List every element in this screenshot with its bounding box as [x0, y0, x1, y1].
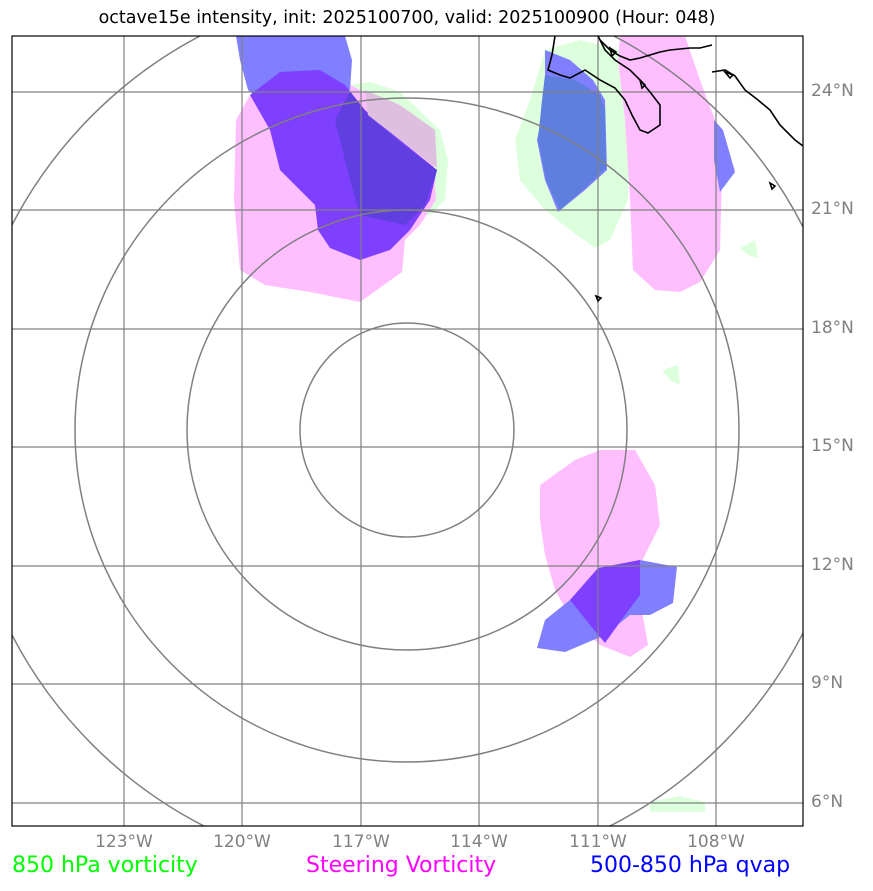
legend-qvap: 500-850 hPa qvap: [590, 853, 791, 878]
graticule: [12, 36, 803, 826]
lat-label-18n: 18°N: [811, 318, 854, 338]
legend-steering: Steering Vorticity: [306, 853, 497, 878]
lon-label-117w: 117°W: [332, 832, 390, 852]
lat-label-21n: 21°N: [811, 199, 854, 219]
lat-label-15n: 15°N: [811, 436, 854, 456]
lon-label-120w: 120°W: [213, 832, 271, 852]
lon-label-111w: 111°W: [569, 832, 627, 852]
lon-label-114w: 114°W: [450, 832, 508, 852]
lon-label-123w: 123°W: [95, 832, 153, 852]
lon-label-108w: 108°W: [687, 832, 745, 852]
map-frame: [11, 35, 804, 827]
lat-label-6n: 6°N: [811, 792, 844, 812]
vort850-steering-overlap: [365, 90, 437, 168]
lat-label-24n: 24°N: [811, 81, 854, 101]
lat-label-12n: 12°N: [811, 555, 854, 575]
lat-label-9n: 9°N: [811, 673, 844, 693]
coastline: [547, 36, 803, 303]
legend-vort850: 850 hPa vorticity: [12, 853, 198, 878]
range-rings: [12, 36, 803, 826]
map-title: octave15e intensity, init: 2025100700, v…: [98, 8, 716, 28]
